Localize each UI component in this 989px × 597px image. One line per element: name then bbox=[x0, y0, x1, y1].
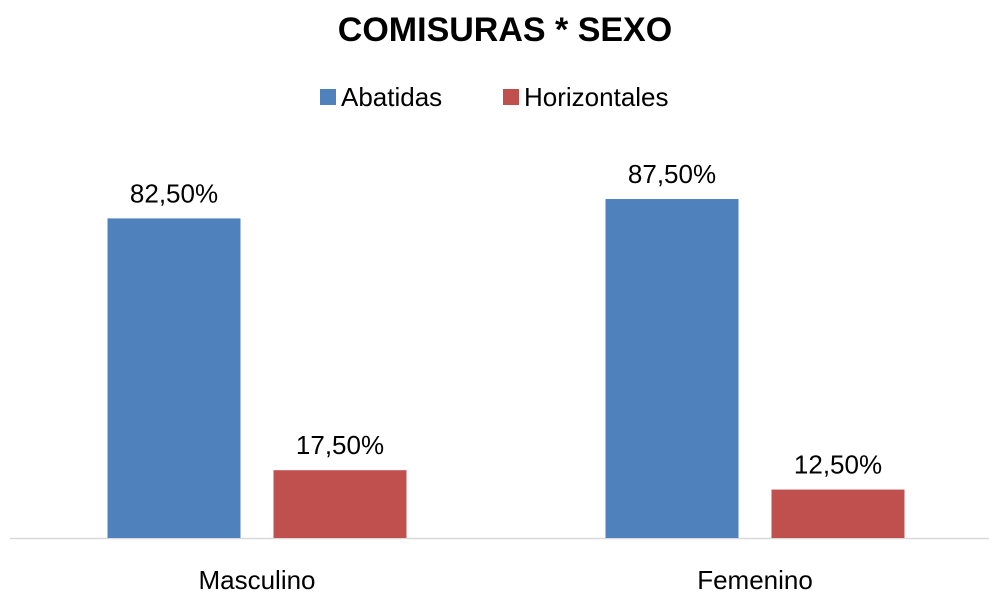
chart-title: COMISURAS * SEXO bbox=[338, 11, 672, 49]
bar bbox=[107, 218, 241, 538]
data-label: 12,50% bbox=[794, 450, 882, 480]
legend-label: Horizontales bbox=[524, 82, 669, 112]
legend-swatch bbox=[503, 89, 519, 105]
bar bbox=[605, 199, 739, 538]
bar bbox=[273, 470, 407, 538]
legend-label: Abatidas bbox=[341, 82, 442, 112]
data-label: 87,50% bbox=[628, 159, 716, 189]
bar bbox=[771, 489, 905, 538]
legend-swatch bbox=[320, 89, 336, 105]
x-tick-label: Masculino bbox=[198, 565, 315, 592]
data-label: 17,50% bbox=[296, 430, 384, 460]
data-label: 82,50% bbox=[130, 178, 218, 208]
x-tick-label: Femenino bbox=[697, 565, 813, 592]
